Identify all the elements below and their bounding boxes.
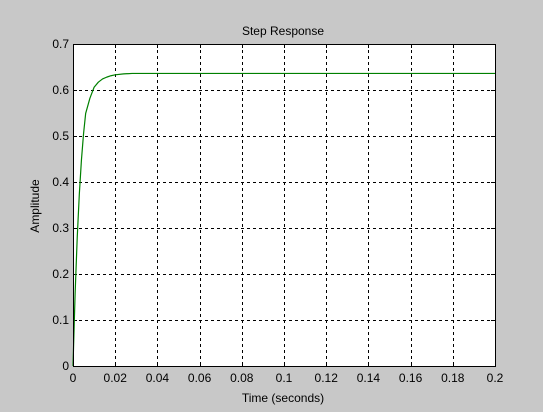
y-tick-label: 0: [62, 359, 69, 373]
x-tick-label: 0.1: [276, 371, 293, 385]
grid-lines: [73, 44, 495, 366]
x-tick-label: 0.12: [315, 371, 339, 385]
y-tick-labels: 0 0.1 0.2 0.3 0.4 0.5 0.6 0.7: [52, 37, 69, 373]
y-tick-label: 0.3: [52, 221, 69, 235]
y-tick-label: 0.6: [52, 83, 69, 97]
x-tick-label: 0.02: [104, 371, 128, 385]
y-tick-label: 0.5: [52, 129, 69, 143]
series-lines: [72, 72, 495, 367]
step-response-line: [72, 72, 495, 367]
x-tick-labels: 0 0.02 0.04 0.06 0.08 0.1 0.12 0.14 0.16 0.18 0.2: [70, 371, 504, 385]
x-tick-label: 0.04: [146, 371, 170, 385]
x-axis-label: Time (seconds): [242, 391, 324, 405]
x-tick-label: 0: [70, 371, 77, 385]
y-tick-label: 0.2: [52, 267, 69, 281]
x-tick-label: 0.14: [357, 371, 381, 385]
x-tick-label: 0.16: [399, 371, 423, 385]
y-tick-label: 0.7: [52, 37, 69, 51]
y-tick-label: 0.1: [52, 313, 69, 327]
axes-background: [73, 44, 495, 366]
x-tick-label: 0.2: [487, 371, 504, 385]
axes-frame: [73, 44, 496, 367]
y-tick-label: 0.4: [52, 175, 69, 189]
x-tick-label: 0.18: [441, 371, 465, 385]
x-tick-label: 0.06: [188, 371, 212, 385]
x-tick-label: 0.08: [230, 371, 254, 385]
y-axis-label: Amplitude: [28, 179, 42, 233]
chart-title: Step Response: [242, 24, 324, 38]
